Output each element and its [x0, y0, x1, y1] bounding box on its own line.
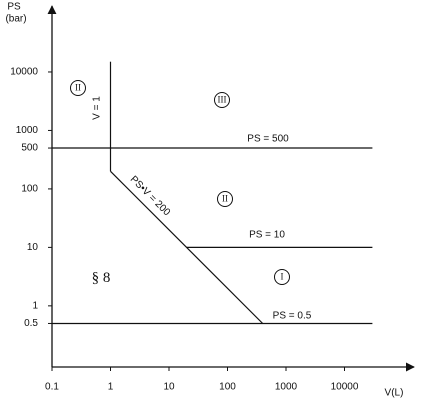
x-tick-label: 1000 — [275, 382, 298, 393]
y-tick-label: 10 — [27, 242, 39, 253]
y-tick-label: 100 — [21, 184, 38, 195]
line-label: V = 1 — [92, 96, 103, 120]
y-tick-label: 0.5 — [24, 318, 38, 329]
y-axis-unit: (bar) — [5, 14, 26, 25]
region-circle — [70, 80, 86, 96]
region-label: II — [75, 83, 81, 93]
region-label: II — [222, 194, 228, 204]
region-label: § 8 — [92, 270, 111, 286]
line-label: PS = 0.5 — [273, 311, 312, 322]
region-circle — [217, 191, 233, 207]
region-circle — [214, 92, 230, 108]
x-tick-label: 100 — [219, 382, 236, 393]
x-tick-label: 1 — [108, 382, 114, 393]
y-tick-label: 10000 — [10, 67, 38, 78]
line-label: PS = 10 — [249, 230, 285, 241]
y-tick-label: 1 — [32, 300, 38, 311]
x-axis-label: V(L) — [385, 388, 404, 399]
x-tick-label: 0.1 — [45, 382, 59, 393]
y-axis-label: PS — [7, 2, 21, 13]
region-label: III — [218, 95, 227, 105]
region-label: I — [281, 272, 284, 282]
region-circle — [274, 269, 290, 285]
x-tick-label: 10000 — [331, 382, 359, 393]
y-tick-label: 500 — [21, 143, 38, 154]
line-label: PS•V = 200 — [128, 174, 173, 219]
line-label: PS = 500 — [247, 134, 289, 145]
y-tick-label: 1000 — [16, 125, 39, 136]
x-tick-label: 10 — [163, 382, 175, 393]
